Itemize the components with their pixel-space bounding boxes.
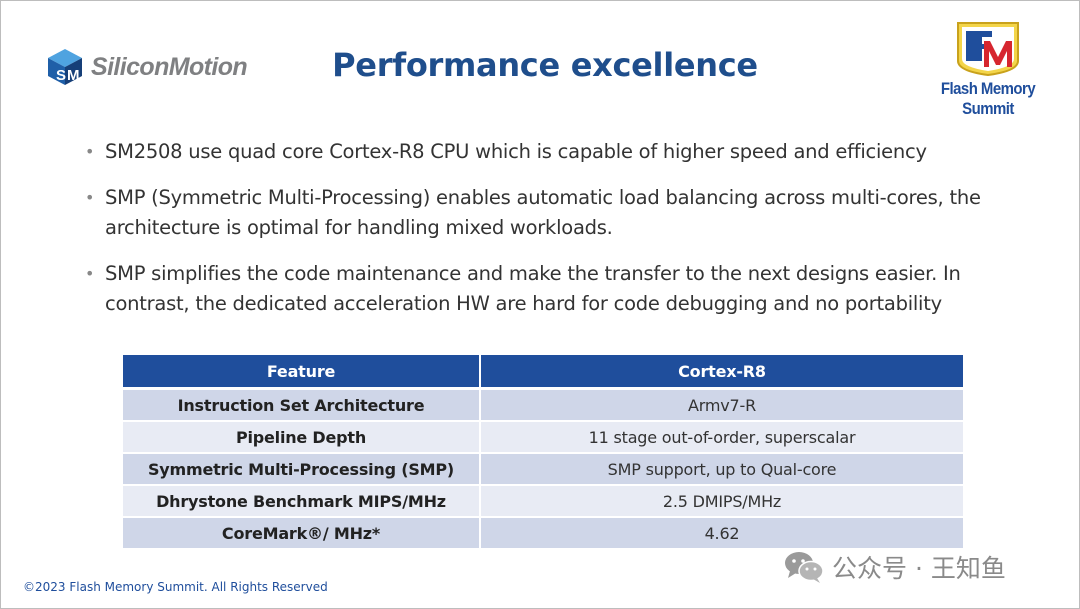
svg-text:M: M [67, 67, 80, 84]
table-header-cortex-r8: Cortex-R8 [480, 355, 965, 390]
table-cell-feature: CoreMark®/ MHz* [123, 517, 481, 550]
bullet-list: • SM2508 use quad core Cortex-R8 CPU whi… [85, 137, 1025, 335]
table-cell-value: Armv7-R [480, 388, 965, 422]
table-row: CoreMark®/ MHz* 4.62 [123, 517, 965, 550]
bullet-dot-icon: • [85, 264, 95, 283]
table-cell-feature: Dhrystone Benchmark MIPS/MHz [123, 485, 481, 518]
table-row: Dhrystone Benchmark MIPS/MHz 2.5 DMIPS/M… [123, 485, 965, 518]
bullet-text: SMP simplifies the code maintenance and … [105, 262, 961, 315]
bullet-item: • SM2508 use quad core Cortex-R8 CPU whi… [85, 137, 1025, 167]
bullet-dot-icon: • [85, 188, 95, 207]
bullet-item: • SMP (Symmetric Multi-Processing) enabl… [85, 183, 1025, 243]
flash-memory-summit-wordmark: Flash Memory Summit [940, 79, 1036, 118]
spec-table: Feature Cortex-R8 Instruction Set Archit… [123, 355, 965, 550]
copyright-footer: ©2023 Flash Memory Summit. All Rights Re… [23, 580, 328, 594]
svg-text:S: S [56, 67, 66, 84]
bullet-text: SMP (Symmetric Multi-Processing) enables… [105, 186, 981, 239]
table-cell-value: 2.5 DMIPS/MHz [480, 485, 965, 518]
silicon-motion-logo: S M SiliconMotion [45, 47, 248, 87]
watermark-text: 公众号 · 王知鱼 [832, 554, 1006, 583]
table-header-feature: Feature [123, 355, 481, 390]
table-header-row: Feature Cortex-R8 [123, 355, 965, 390]
table-cell-feature: Pipeline Depth [123, 421, 481, 454]
table-cell-feature: Symmetric Multi-Processing (SMP) [123, 453, 481, 486]
table-row: Instruction Set Architecture Armv7-R [123, 388, 965, 422]
wechat-watermark: 公众号 · 王知鱼 [784, 549, 1006, 585]
table-cell-value: SMP support, up to Qual-core [480, 453, 965, 486]
wechat-icon [785, 552, 824, 583]
bullet-dot-icon: • [85, 142, 95, 161]
flash-memory-summit-logo: Flash Memory Summit [913, 17, 1063, 119]
table-row: Pipeline Depth 11 stage out-of-order, su… [123, 421, 965, 454]
fms-emblem-icon [957, 22, 1019, 77]
bullet-item: • SMP simplifies the code maintenance an… [85, 259, 1025, 319]
table-cell-value: 11 stage out-of-order, superscalar [480, 421, 965, 454]
bullet-text: SM2508 use quad core Cortex-R8 CPU which… [105, 140, 927, 163]
table-row: Symmetric Multi-Processing (SMP) SMP sup… [123, 453, 965, 486]
table-cell-feature: Instruction Set Architecture [123, 388, 481, 422]
silicon-motion-wordmark: SiliconMotion [91, 52, 248, 81]
silicon-motion-cube-icon: S M [48, 49, 82, 85]
table-cell-value: 4.62 [480, 517, 965, 550]
page-title: Performance excellence [332, 46, 758, 84]
